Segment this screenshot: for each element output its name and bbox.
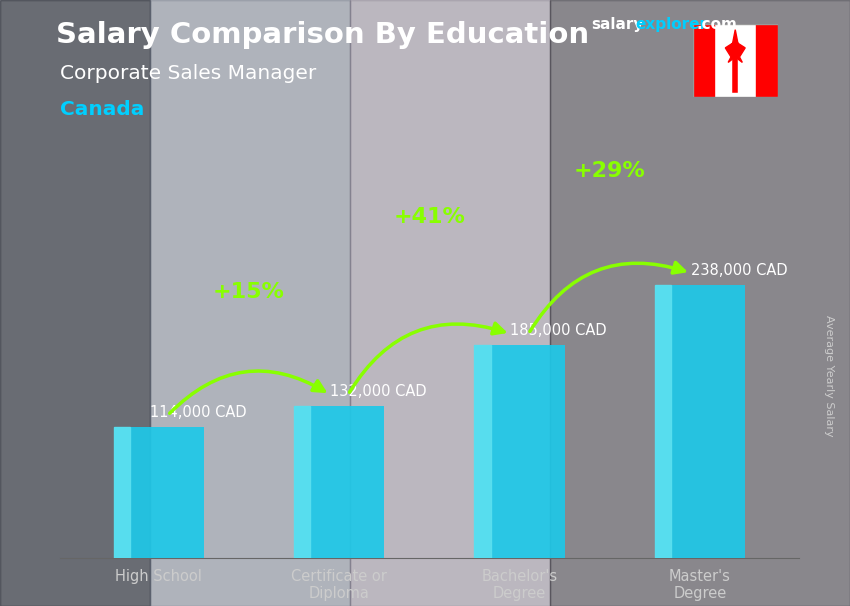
Bar bbox=[550, 0, 850, 606]
Text: Average Yearly Salary: Average Yearly Salary bbox=[824, 315, 834, 436]
Bar bbox=[114, 427, 204, 558]
Text: 185,000 CAD: 185,000 CAD bbox=[510, 324, 607, 338]
Bar bbox=[150, 0, 350, 606]
Bar bbox=[294, 406, 310, 558]
Polygon shape bbox=[725, 30, 745, 62]
Text: explorer: explorer bbox=[636, 17, 708, 32]
Text: 238,000 CAD: 238,000 CAD bbox=[691, 262, 787, 278]
Text: +29%: +29% bbox=[574, 161, 645, 181]
Bar bbox=[654, 285, 745, 558]
Bar bbox=[693, 24, 714, 97]
Bar bbox=[654, 285, 671, 558]
Bar bbox=[350, 0, 550, 606]
Bar bbox=[474, 345, 490, 558]
Text: 132,000 CAD: 132,000 CAD bbox=[330, 384, 427, 399]
Text: 114,000 CAD: 114,000 CAD bbox=[150, 405, 246, 420]
Text: Salary Comparison By Education: Salary Comparison By Education bbox=[56, 21, 590, 49]
Bar bbox=[756, 24, 778, 97]
Bar bbox=[294, 406, 384, 558]
Text: +41%: +41% bbox=[394, 207, 465, 227]
Text: Corporate Sales Manager: Corporate Sales Manager bbox=[60, 64, 315, 82]
Bar bbox=[114, 427, 130, 558]
Bar bbox=[474, 345, 564, 558]
Bar bbox=[0, 0, 150, 606]
Text: .com: .com bbox=[697, 17, 738, 32]
Text: +15%: +15% bbox=[213, 282, 285, 302]
Text: salary: salary bbox=[591, 17, 643, 32]
Text: Canada: Canada bbox=[60, 100, 144, 119]
